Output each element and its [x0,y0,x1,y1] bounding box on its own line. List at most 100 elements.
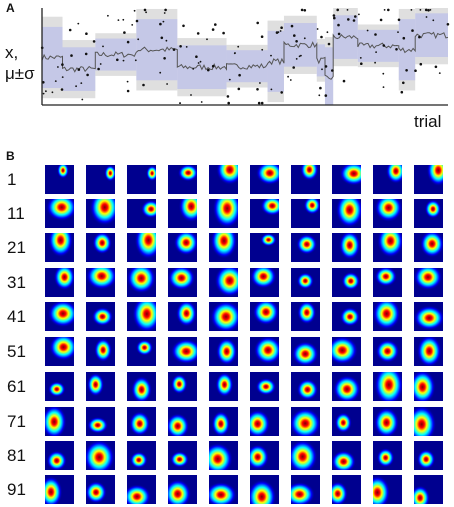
observation-dot [126,89,130,93]
heatmap-tile [250,233,279,262]
observation-dot [405,69,408,72]
observation-dot [379,18,383,22]
heatmap-tile [332,302,361,331]
heatmap-tile [86,441,115,470]
heatmap-tile [45,268,74,297]
panel-a-sigma-band [42,13,448,105]
observation-dot [42,81,45,84]
observation-dot [321,68,323,71]
heatmap-tile [86,475,115,504]
observation-dot [68,28,72,32]
heatmap-tile [373,337,402,366]
observation-dot [195,55,198,58]
observation-dot [54,80,57,82]
observation-dot [185,46,188,48]
blue-band-segment [267,30,284,92]
observation-dot [287,75,289,78]
observation-dot [57,66,59,68]
heatmap-tile [414,407,443,436]
observation-dot [418,35,421,39]
observation-dot [289,79,292,81]
heatmap-tile [332,441,361,470]
panel-a-ylabel-line2: μ±σ [5,64,35,83]
observation-dot [160,36,164,40]
observation-dot [134,59,137,62]
observation-dot [86,73,89,77]
observation-dot [331,69,334,72]
heatmap-tile [127,233,156,262]
observation-dot [97,67,100,71]
observation-dot [234,52,236,54]
heatmap-tile [332,165,361,194]
observation-dot [336,8,340,12]
observation-dot [419,9,422,11]
heatmap-tile [168,475,197,504]
row-label: 91 [7,480,26,499]
observation-dot [414,69,417,72]
panel-b-letter: B [6,149,15,163]
heatmap-tile [168,233,197,262]
row-label: 51 [7,342,26,361]
heatmap-tile [250,199,279,228]
heatmap-tile [332,407,361,436]
observation-dot [80,82,83,84]
heatmap-tile [373,475,402,504]
observation-dot [333,16,336,20]
heatmap-tile [209,233,238,262]
observation-dot [214,23,217,26]
observation-dot [290,24,294,28]
heatmap-tile [86,302,115,331]
panel-a-ylabel-line1: x, [5,43,19,62]
observation-dot [77,68,81,71]
heatmap-tile [45,233,74,262]
observation-dot [206,38,208,41]
panel-a-chart [40,8,450,106]
observation-dot [324,65,328,68]
observation-dot [237,45,240,48]
heatmap-tile [209,302,238,331]
heatmap-tile [332,268,361,297]
heatmap-tile [250,165,279,194]
observation-dot [397,18,401,22]
mean-line-path [41,31,449,80]
observation-dot [332,14,336,17]
observation-dot [143,8,147,12]
observation-dot [135,19,139,23]
heatmap-tile [414,441,443,470]
observation-dot [280,26,283,30]
blue-band-segment [333,15,358,59]
observation-dot [279,30,282,32]
heatmap-tile [168,441,197,470]
observation-dot [300,8,304,12]
heatmap-tile [127,337,156,366]
observation-dot [162,20,165,23]
observation-dot [424,8,428,12]
observation-dot [159,22,162,26]
heatmap-tile [209,165,238,194]
observation-dot [303,37,306,40]
observation-dot [159,71,162,74]
heatmap-tile [45,302,74,331]
observation-dot [319,86,322,90]
observation-dot [366,29,369,32]
observation-dot [402,36,406,40]
observation-dot [342,79,346,83]
heatmap-tile [127,407,156,436]
panel-a-mean-line [41,31,449,80]
observation-dot [382,72,385,75]
observation-dot [270,88,273,91]
heatmap-tile [291,165,320,194]
heatmap-tile [127,441,156,470]
observation-dot [375,51,377,53]
heatmap-tile [86,372,115,401]
observation-dot [374,33,377,36]
observation-dot [434,65,438,69]
observation-dot [316,28,319,30]
heatmap-tile [373,441,402,470]
observation-dot [337,32,341,36]
heatmap-tile [373,233,402,262]
observation-dot [270,54,272,57]
observation-dot [123,31,126,34]
heatmap-tile [168,165,197,194]
observation-dot [347,18,350,21]
